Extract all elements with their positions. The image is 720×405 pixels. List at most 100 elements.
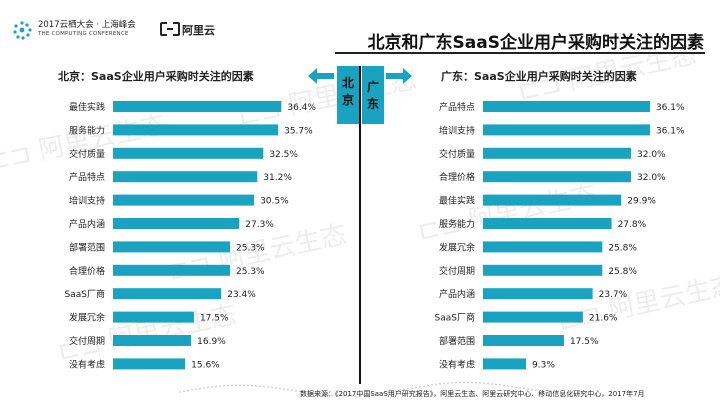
beijing-category-label: 交付质量 xyxy=(69,148,105,160)
decor-dot xyxy=(295,390,297,392)
guangdong-bar xyxy=(483,288,593,300)
brand-name: 阿里云 xyxy=(182,24,215,37)
guangdong-value-label: 23.7% xyxy=(599,290,628,300)
decor-dot xyxy=(259,385,261,388)
beijing-value-label: 32.5% xyxy=(269,150,298,160)
decor-dot xyxy=(507,385,509,387)
guangdong-bar xyxy=(483,194,622,206)
decor-dot xyxy=(447,382,449,385)
decor-dot xyxy=(195,388,197,391)
beijing-bar xyxy=(113,124,279,136)
decor-dot xyxy=(263,385,265,388)
guangdong-value-label: 32.0% xyxy=(637,150,666,160)
beijing-category-label: 没有考虑 xyxy=(69,358,105,370)
decor-dot xyxy=(439,383,441,385)
guangdong-category-label: 产品特点 xyxy=(439,101,475,113)
beijing-category-label: 产品特点 xyxy=(69,171,105,183)
beijing-value-label: 16.9% xyxy=(197,337,226,347)
decor-dot xyxy=(307,391,309,394)
beijing-category-label: 合理价格 xyxy=(69,265,105,277)
guangdong-value-label: 17.5% xyxy=(570,337,599,347)
decor-dot xyxy=(211,386,213,388)
decor-dot xyxy=(491,383,493,385)
guangdong-bar xyxy=(483,264,603,276)
guangdong-chart-title: 广东：SaaS企业用户采购时关注的因素 xyxy=(441,70,637,83)
beijing-bar xyxy=(113,264,231,276)
data-source-note: 数据来源：《2017中国SaaS用户研究报告》，阿里云生态、阿里云研究中心、移动… xyxy=(300,390,645,398)
decor-dot xyxy=(255,385,257,387)
guangdong-category-label: 合理价格 xyxy=(439,171,475,183)
decor-dot xyxy=(311,392,313,395)
decor-dot xyxy=(387,391,389,394)
beijing-bar-chart: 最佳实践 36.4% 服务能力 35.7% 交付质量 32.5% 产品特点 31.2% 培训支持… xyxy=(65,101,316,370)
decor-dot xyxy=(487,382,489,385)
beijing-category-label: 交付周期 xyxy=(69,335,105,347)
guangdong-value-label: 25.8% xyxy=(608,243,637,253)
guangdong-category-label: 培训支持 xyxy=(439,124,475,136)
decor-dot xyxy=(531,388,533,391)
decor-dot xyxy=(343,394,345,397)
decor-dot xyxy=(183,390,185,393)
guangdong-value-label: 36.1% xyxy=(656,103,685,113)
decor-dot xyxy=(239,384,241,387)
guangdong-bar xyxy=(483,335,564,346)
decor-dot xyxy=(419,385,421,388)
decor-dot xyxy=(251,384,253,387)
guangdong-category-label: 交付质量 xyxy=(439,148,475,160)
decor-dot xyxy=(423,385,425,388)
guangdong-value-label: 21.6% xyxy=(589,314,618,324)
decor-dot xyxy=(271,386,273,389)
decor-dot xyxy=(323,393,325,396)
beijing-category-label: SaaS厂商 xyxy=(65,288,105,300)
decor-dot xyxy=(395,390,397,392)
beijing-bar xyxy=(113,147,264,159)
guangdong-category-label: SaaS厂商 xyxy=(435,312,475,324)
decor-dot xyxy=(403,388,405,391)
decor-dot xyxy=(235,384,237,387)
beijing-bar xyxy=(113,288,222,300)
beijing-bar xyxy=(113,194,255,206)
decor-dot xyxy=(511,385,513,388)
beijing-category-label: 发展冗余 xyxy=(69,312,105,324)
beijing-category-label: 最佳实践 xyxy=(69,101,105,113)
decor-dot xyxy=(479,382,481,384)
decor-dot xyxy=(367,393,369,396)
decor-dot xyxy=(463,381,465,384)
decor-dot xyxy=(215,385,217,388)
beijing-value-label: 27.3% xyxy=(245,220,274,230)
beijing-chart-title: 北京：SaaS企业用户采购时关注的因素 xyxy=(58,70,254,83)
guangdong-bar xyxy=(483,241,603,253)
guangdong-bar-chart: 产品特点 36.1% 培训支持 36.1% 交付质量 32.0% 合理价格 32.0% 最佳实践… xyxy=(435,101,685,370)
decor-dot xyxy=(379,392,381,395)
guangdong-category-label: 最佳实践 xyxy=(439,195,475,207)
beijing-bar xyxy=(113,311,194,323)
beijing-value-label: 25.3% xyxy=(236,267,265,277)
decor-dot xyxy=(475,381,477,384)
guangdong-value-label: 9.3% xyxy=(532,360,555,370)
guangdong-value-label: 32.0% xyxy=(637,173,666,183)
decor-dot xyxy=(467,381,469,384)
guangdong-marker: 广东 xyxy=(362,66,384,124)
guangdong-category-label: 发展冗余 xyxy=(439,241,475,253)
guangdong-bar xyxy=(483,358,527,370)
decor-dot xyxy=(383,392,385,394)
beijing-value-label: 25.3% xyxy=(236,243,265,253)
decor-dot xyxy=(483,382,485,385)
decor-dot xyxy=(515,386,517,389)
decor-dot xyxy=(279,387,281,390)
decor-dot xyxy=(503,384,505,387)
guangdong-bar xyxy=(483,171,631,183)
decor-dot xyxy=(275,387,277,389)
decor-dot xyxy=(231,384,233,387)
decor-dot xyxy=(455,381,457,384)
decor-dot xyxy=(327,394,329,396)
decor-dot xyxy=(443,382,445,385)
page-title: 北京和广东SaaS企业用户采购时关注的因素 xyxy=(367,33,704,53)
decor-dot xyxy=(371,393,373,396)
beijing-category-label: 培训支持 xyxy=(69,195,105,207)
guangdong-bar xyxy=(483,311,583,323)
beijing-marker: 北京 xyxy=(337,66,359,124)
beijing-category-label: 产品内涵 xyxy=(69,218,105,230)
beijing-bar xyxy=(113,171,258,183)
decor-dot xyxy=(519,386,521,389)
